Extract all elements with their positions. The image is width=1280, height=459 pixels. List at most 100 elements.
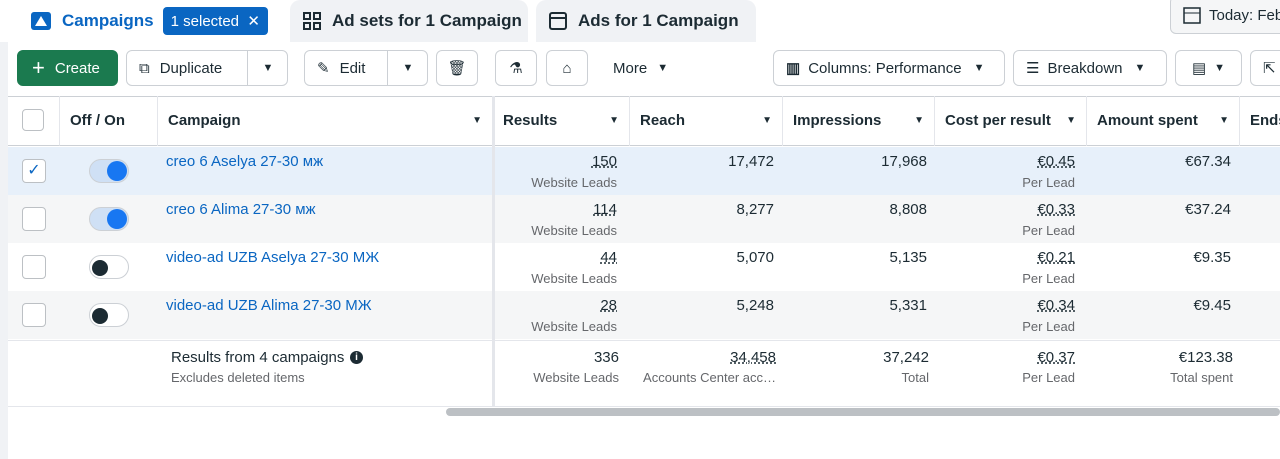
checkbox[interactable] xyxy=(22,207,46,231)
tab[interactable]: Campaigns 1 selected ✕ xyxy=(18,0,280,42)
column-divider xyxy=(629,96,630,146)
campaign-name[interactable]: creo 6 Aselya 27-30 мж xyxy=(166,153,324,170)
column-header[interactable]: Cost per result ▼ xyxy=(935,96,1087,146)
table-row xyxy=(8,147,1280,195)
column-divider xyxy=(492,96,493,146)
results-sub: Website Leads xyxy=(531,319,617,334)
campaign-name[interactable]: creo 6 Alima 27-30 мж xyxy=(166,201,316,218)
impressions: 8,808 xyxy=(889,201,927,218)
spent: €67.34 xyxy=(1185,153,1231,170)
header-label: Impressions xyxy=(793,112,882,129)
campaign-name[interactable]: video-ad UZB Alima 27-30 МЖ xyxy=(166,297,372,314)
sort-arrow[interactable]: ▼ xyxy=(914,115,924,126)
tab-label: Ads for 1 Campaign xyxy=(578,11,739,30)
sort-arrow[interactable]: ▼ xyxy=(762,115,772,126)
header-cell xyxy=(8,96,60,146)
sort-arrow[interactable]: ▼ xyxy=(609,115,619,126)
reach: 8,277 xyxy=(736,201,774,218)
impressions: 5,135 xyxy=(889,249,927,266)
create-button[interactable]: + Create xyxy=(17,50,118,86)
toggle[interactable] xyxy=(89,255,129,279)
table-row xyxy=(8,291,1280,339)
tab[interactable]: Ads for 1 Campaign xyxy=(536,0,756,42)
edit-label: Edit xyxy=(339,59,366,77)
edit-button[interactable]: ✎ Edit ▼ xyxy=(304,50,428,86)
sort-arrow[interactable]: ▼ xyxy=(1066,115,1076,126)
column-header[interactable]: Off / On xyxy=(60,96,158,146)
breakdown-button[interactable]: ☰ Breakdown ▼ xyxy=(1013,50,1167,86)
header-label: Results xyxy=(503,112,558,129)
footer-impressions-sub: Total xyxy=(901,370,929,385)
footer-cost: €0.37 xyxy=(1037,349,1075,366)
scrollbar[interactable] xyxy=(446,408,1280,416)
column-divider xyxy=(1239,96,1240,146)
column-header[interactable]: Ends xyxy=(1240,96,1280,146)
calendar-icon xyxy=(1183,7,1201,24)
cost: €0.21 xyxy=(1037,249,1075,266)
sort-arrow[interactable]: ▼ xyxy=(472,115,482,126)
create-label: Create xyxy=(54,59,100,77)
checkbox[interactable] xyxy=(22,303,46,327)
info-icon: i xyxy=(350,351,363,364)
results-sub: Website Leads xyxy=(531,175,617,190)
campaign-icon xyxy=(31,12,51,30)
test-button[interactable]: ⚗ xyxy=(495,50,537,86)
results: 114 xyxy=(593,201,617,218)
checkbox[interactable] xyxy=(22,109,44,131)
ads-icon xyxy=(549,12,567,30)
tab[interactable]: Ad sets for 1 Campaign xyxy=(290,0,528,42)
toggle-knob xyxy=(107,161,127,181)
delete-button[interactable]: 🗑 xyxy=(436,50,478,86)
more-label: More xyxy=(613,59,648,77)
cost-sub: Per Lead xyxy=(1022,271,1075,286)
sort-arrow[interactable]: ▼ xyxy=(1219,115,1229,126)
spent: €9.35 xyxy=(1193,249,1231,266)
spent: €37.24 xyxy=(1185,201,1231,218)
column-header[interactable]: Campaign ▼ xyxy=(158,96,493,146)
date-picker[interactable]: Today: Feb xyxy=(1170,0,1280,34)
selected-badge[interactable]: 1 selected ✕ xyxy=(162,7,268,35)
duplicate-button[interactable]: ⧉ Duplicate ▼ xyxy=(126,50,288,86)
table-border xyxy=(8,96,1280,97)
columns-button[interactable]: ▥ Columns: Performance ▼ xyxy=(773,50,1005,86)
reports-button[interactable]: ▤ ▼ xyxy=(1175,50,1242,86)
results: 28 xyxy=(600,297,617,314)
toggle[interactable] xyxy=(89,207,129,231)
header-label: Campaign xyxy=(168,112,241,129)
toggle[interactable] xyxy=(89,303,129,327)
campaign-name[interactable]: video-ad UZB Aselya 27-30 МЖ xyxy=(166,249,380,266)
footer-cost-sub: Per Lead xyxy=(1022,370,1075,385)
toggle[interactable] xyxy=(89,159,129,183)
badge-text: 1 selected xyxy=(170,13,240,30)
cost-sub: Per Lead xyxy=(1022,175,1075,190)
tag-button[interactable]: ⌂ xyxy=(546,50,588,86)
column-header[interactable]: Impressions ▼ xyxy=(783,96,935,146)
column-divider xyxy=(1086,96,1087,146)
column-header[interactable]: Amount spent ▼ xyxy=(1087,96,1240,146)
left-gutter xyxy=(0,42,8,459)
impressions: 17,968 xyxy=(881,153,927,170)
header-label: Amount spent xyxy=(1097,112,1198,129)
table-row xyxy=(8,243,1280,291)
checkbox[interactable]: ✓ xyxy=(22,159,46,183)
column-divider xyxy=(934,96,935,146)
cost: €0.45 xyxy=(1037,153,1075,170)
column-divider xyxy=(157,96,158,146)
header-label: Off / On xyxy=(70,112,125,129)
export-button[interactable]: ⇱ xyxy=(1250,50,1280,86)
breakdown-label: Breakdown xyxy=(1047,59,1123,77)
more-button[interactable]: More ▼ xyxy=(600,50,680,86)
toggle-knob xyxy=(92,308,108,324)
column-header[interactable]: Results ▼ xyxy=(493,96,630,146)
column-header[interactable]: Reach ▼ xyxy=(630,96,783,146)
tab-label: Ad sets for 1 Campaign xyxy=(332,11,522,30)
checkbox[interactable] xyxy=(22,255,46,279)
spent: €9.45 xyxy=(1193,297,1231,314)
cost: €0.33 xyxy=(1037,201,1075,218)
toggle-knob xyxy=(107,209,127,229)
footer-impressions: 37,242 xyxy=(883,349,929,366)
cost-sub: Per Lead xyxy=(1022,223,1075,238)
column-divider xyxy=(782,96,783,146)
date-text: Today: Feb xyxy=(1209,6,1280,24)
